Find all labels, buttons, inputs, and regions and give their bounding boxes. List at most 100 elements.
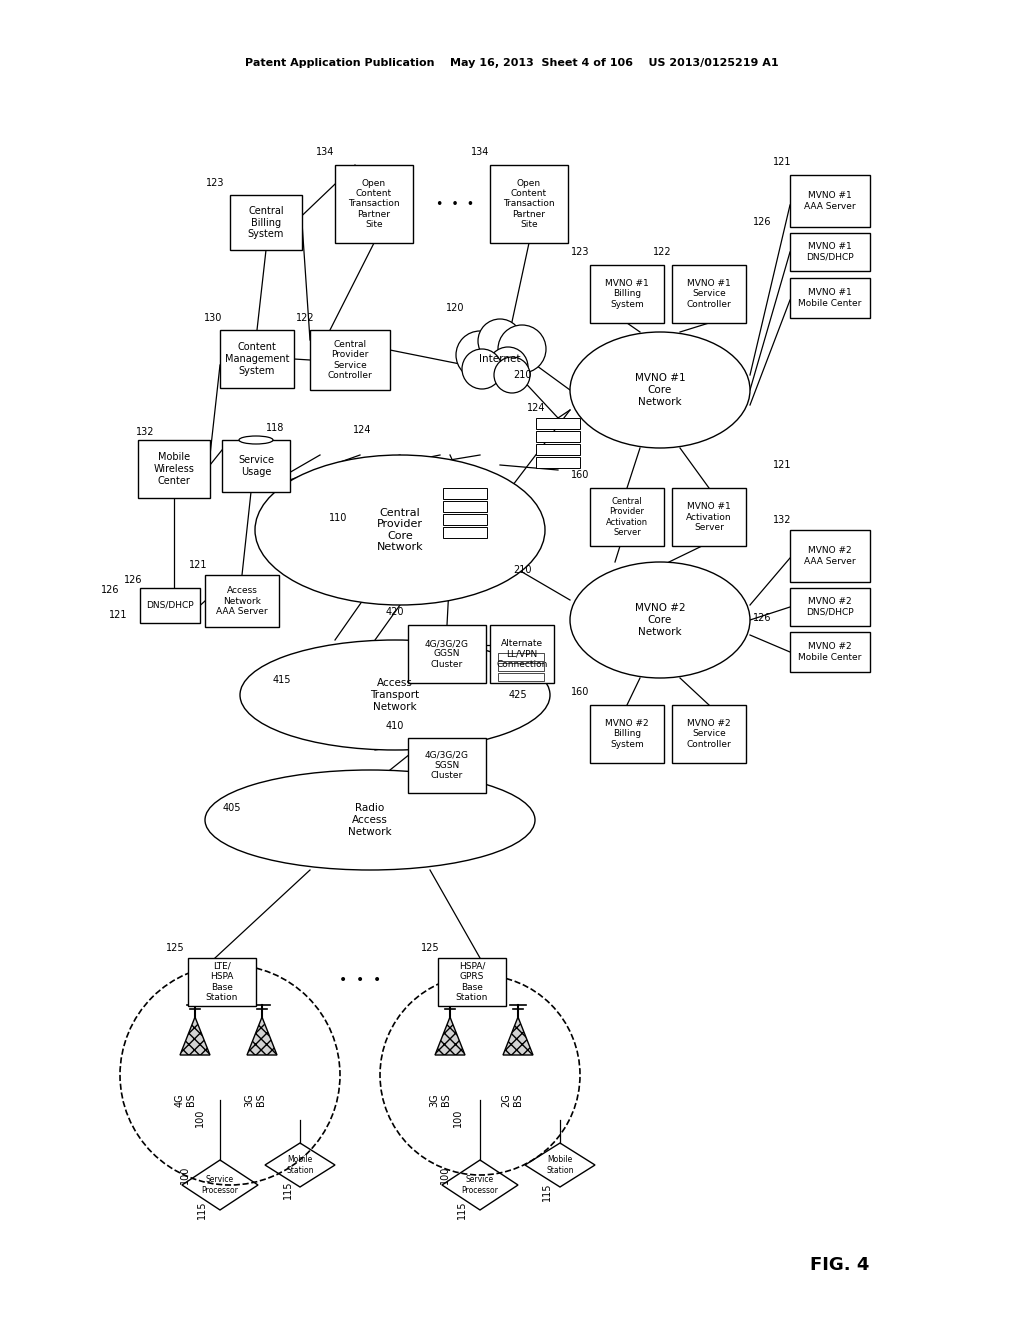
Text: 210: 210 [514,565,532,576]
FancyBboxPatch shape [672,488,746,546]
FancyBboxPatch shape [590,705,664,763]
Text: 115: 115 [542,1183,552,1201]
FancyBboxPatch shape [490,624,554,682]
Ellipse shape [570,562,750,678]
FancyBboxPatch shape [790,587,870,626]
FancyBboxPatch shape [790,176,870,227]
Text: 100: 100 [440,1166,450,1184]
Ellipse shape [240,640,550,750]
FancyBboxPatch shape [498,663,544,671]
Text: Central
Billing
System: Central Billing System [248,206,285,239]
FancyBboxPatch shape [790,632,870,672]
Text: 132: 132 [136,426,155,437]
Text: 121: 121 [188,560,207,570]
Text: 134: 134 [315,147,334,157]
FancyBboxPatch shape [220,330,294,388]
Text: Patent Application Publication    May 16, 2013  Sheet 4 of 106    US 2013/012521: Patent Application Publication May 16, 2… [245,58,779,69]
Text: 4G/3G/2G
GGSN
Cluster: 4G/3G/2G GGSN Cluster [425,639,469,669]
Text: 122: 122 [296,313,314,323]
Text: Access
Network
AAA Server: Access Network AAA Server [216,586,268,616]
FancyBboxPatch shape [672,265,746,323]
Text: •  •  •: • • • [436,198,474,210]
Text: 118: 118 [266,422,285,433]
Circle shape [488,347,528,387]
FancyBboxPatch shape [222,440,290,492]
Text: 410: 410 [386,721,404,731]
Text: 4G/3G/2G
SGSN
Cluster: 4G/3G/2G SGSN Cluster [425,751,469,780]
FancyBboxPatch shape [408,624,486,682]
FancyBboxPatch shape [536,432,580,442]
Text: Service
Processor: Service Processor [462,1175,499,1195]
FancyBboxPatch shape [790,531,870,582]
FancyBboxPatch shape [140,587,200,623]
Text: DNS/DHCP: DNS/DHCP [146,601,194,610]
Text: MVNO #2
Mobile Center: MVNO #2 Mobile Center [799,643,861,661]
Text: Open
Content
Transaction
Partner
Site: Open Content Transaction Partner Site [503,178,555,230]
Ellipse shape [239,436,273,444]
Text: 126: 126 [753,612,771,623]
FancyBboxPatch shape [590,265,664,323]
Text: 125: 125 [421,942,439,953]
Text: Central
Provider
Core
Network: Central Provider Core Network [377,508,423,552]
Text: 160: 160 [570,470,589,480]
Text: 425: 425 [509,690,527,700]
FancyBboxPatch shape [498,653,544,661]
Text: •  •  •: • • • [339,973,381,987]
Text: 3G
BS: 3G BS [429,1093,451,1106]
FancyBboxPatch shape [443,502,487,512]
Text: Mobile
Station: Mobile Station [546,1155,573,1175]
Text: MVNO #1
Activation
Server: MVNO #1 Activation Server [686,502,732,532]
FancyBboxPatch shape [536,418,580,429]
FancyBboxPatch shape [590,488,664,546]
Text: Central
Provider
Service
Controller: Central Provider Service Controller [328,339,373,380]
FancyBboxPatch shape [205,576,279,627]
Text: Service
Processor: Service Processor [202,1175,239,1195]
Text: 110: 110 [329,513,347,523]
Text: MVNO #1
Core
Network: MVNO #1 Core Network [635,374,685,407]
Text: LTE/
HSPA
Base
Station: LTE/ HSPA Base Station [206,962,239,1002]
Text: 124: 124 [352,425,372,436]
FancyBboxPatch shape [188,958,256,1006]
Text: 210: 210 [514,370,532,380]
Text: MVNO #1
DNS/DHCP: MVNO #1 DNS/DHCP [806,243,854,261]
Text: Service
Usage: Service Usage [238,455,274,477]
Text: 122: 122 [652,247,672,257]
Text: Radio
Access
Network: Radio Access Network [348,804,392,837]
Text: Internet: Internet [479,354,521,364]
Text: 100: 100 [180,1166,190,1184]
Text: HSPA/
GPRS
Base
Station: HSPA/ GPRS Base Station [456,962,488,1002]
Text: MVNO #1
Mobile Center: MVNO #1 Mobile Center [799,288,861,308]
FancyBboxPatch shape [536,444,580,455]
Text: 160: 160 [570,686,589,697]
Text: 115: 115 [283,1181,293,1200]
Text: 100: 100 [195,1109,205,1127]
Text: 415: 415 [272,675,291,685]
Text: MVNO #1
Billing
System: MVNO #1 Billing System [605,279,649,309]
FancyBboxPatch shape [498,673,544,681]
Text: Central
Provider
Activation
Server: Central Provider Activation Server [606,496,648,537]
Text: MVNO #2
Service
Controller: MVNO #2 Service Controller [687,719,731,748]
FancyBboxPatch shape [230,195,302,249]
Text: 121: 121 [773,459,792,470]
Circle shape [456,331,504,379]
FancyBboxPatch shape [490,165,568,243]
Text: 4G
BS: 4G BS [174,1093,196,1106]
Text: FIG. 4: FIG. 4 [810,1257,869,1274]
FancyBboxPatch shape [443,488,487,499]
Text: Content
Management
System: Content Management System [224,342,289,376]
Text: Mobile
Station: Mobile Station [287,1155,313,1175]
Text: 121: 121 [773,157,792,168]
FancyBboxPatch shape [672,705,746,763]
Text: 126: 126 [100,585,119,595]
Text: MVNO #2
Billing
System: MVNO #2 Billing System [605,719,649,748]
Text: 121: 121 [109,610,127,620]
Polygon shape [247,1016,278,1055]
Text: 130: 130 [204,313,222,323]
Text: MVNO #2
Core
Network: MVNO #2 Core Network [635,603,685,636]
Polygon shape [503,1016,534,1055]
Text: MVNO #1
AAA Server: MVNO #1 AAA Server [804,191,856,211]
Circle shape [462,348,502,389]
Text: 126: 126 [753,216,771,227]
Text: Mobile
Wireless
Center: Mobile Wireless Center [154,453,195,486]
Text: 123: 123 [570,247,589,257]
